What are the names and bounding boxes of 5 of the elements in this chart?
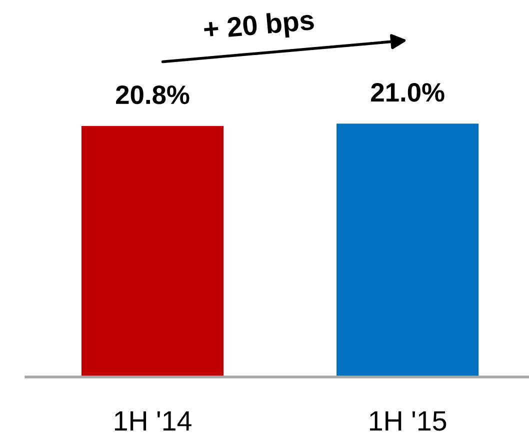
x-tick-label: 1H '14 xyxy=(114,411,192,430)
text: + 20 bps xyxy=(203,9,315,45)
data-label: 20.8% xyxy=(116,85,190,104)
data-label: 21.0% xyxy=(371,83,444,102)
x-tick-label: 1H '15 xyxy=(370,411,446,431)
